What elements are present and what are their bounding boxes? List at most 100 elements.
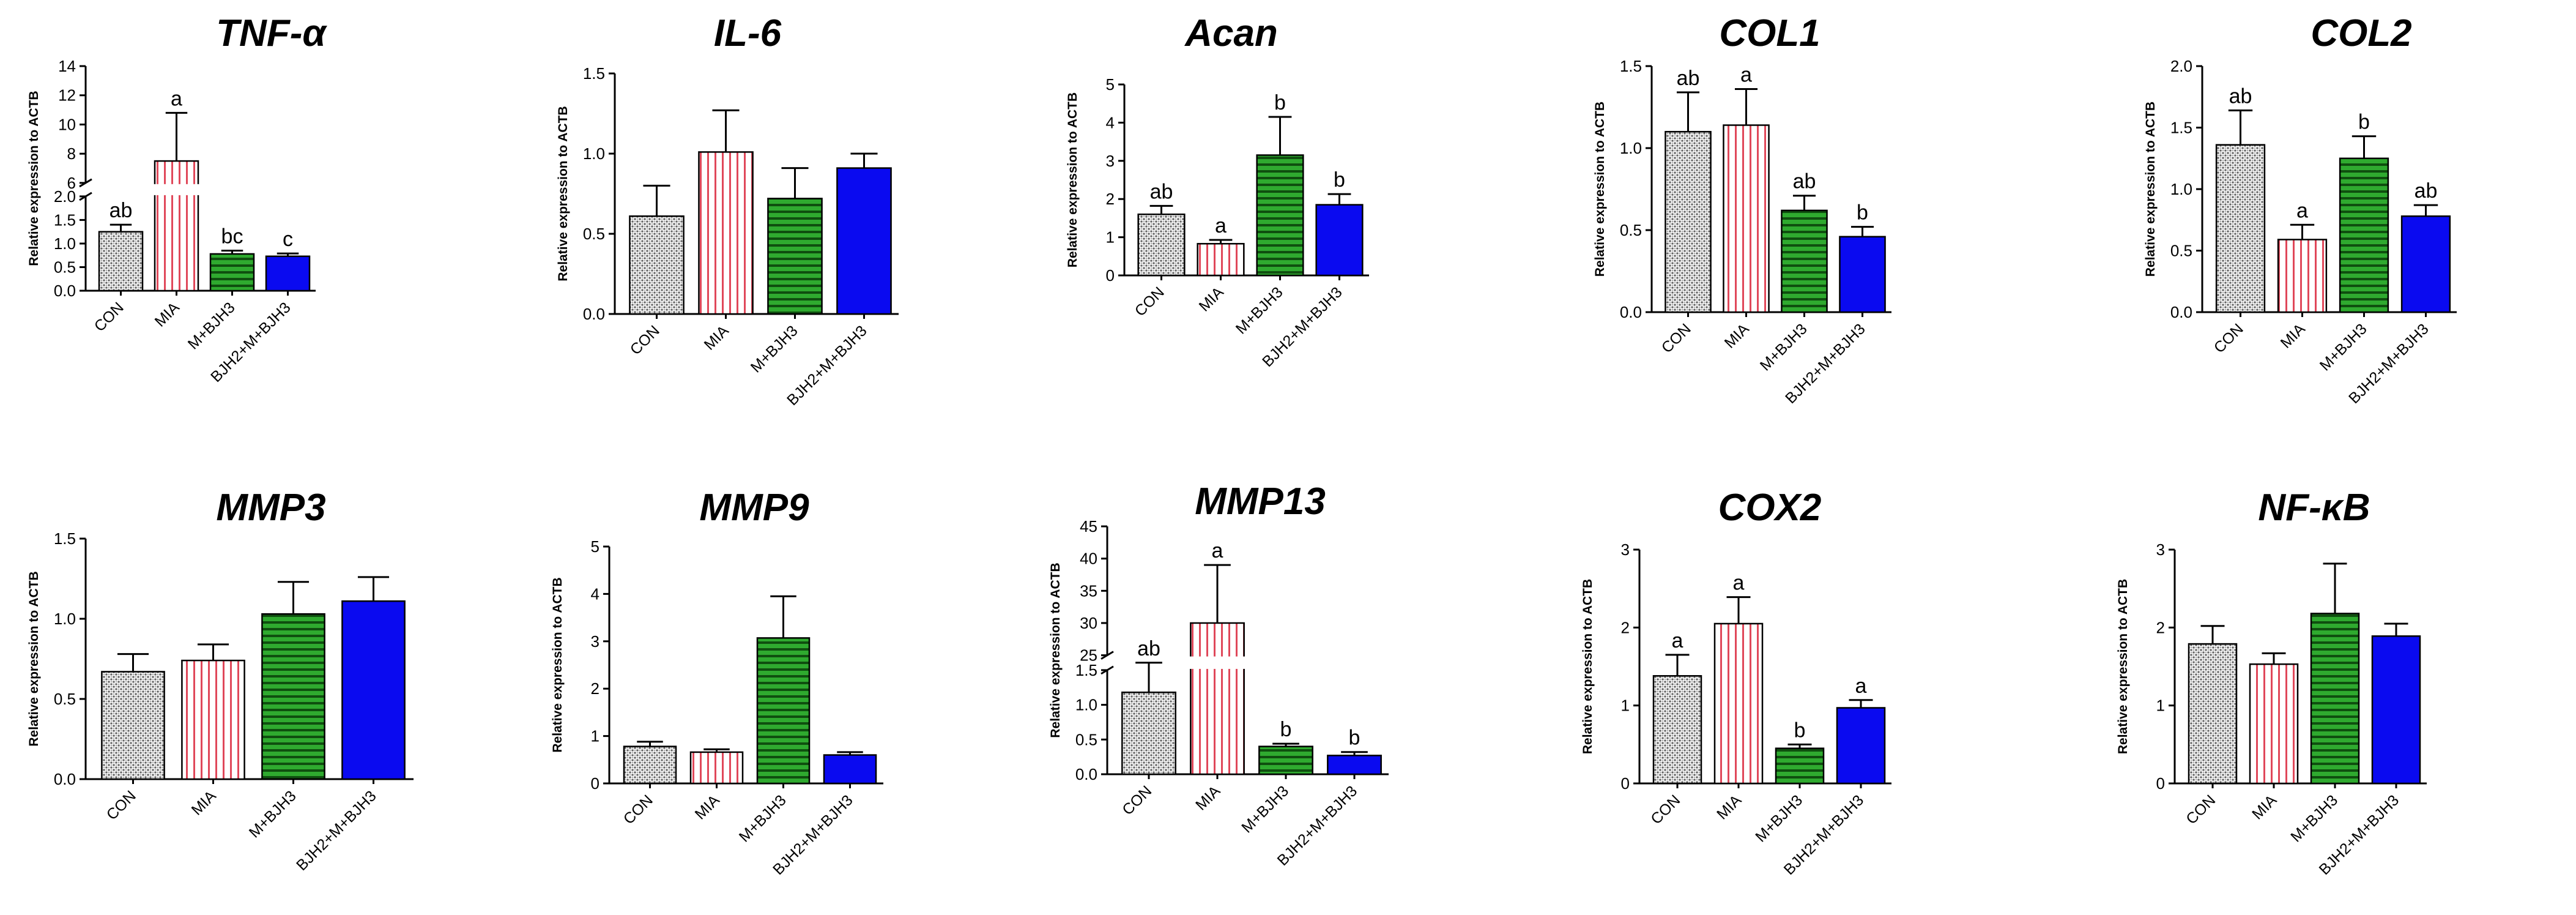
significance-label: a xyxy=(171,87,182,110)
y-tick-label: 1 xyxy=(1621,697,1630,715)
chart-panel-10: NF-κB Relative expression to ACTB 0 1 2 3 CON M… xyxy=(2116,487,2427,878)
y-tick-label: 14 xyxy=(58,57,76,75)
significance-label: a xyxy=(1212,539,1223,562)
y-tick-label: 5 xyxy=(1106,75,1115,94)
bar-m-bjh3 xyxy=(261,613,325,780)
x-category-label: MIA xyxy=(1192,782,1223,813)
chart-title: IL-6 xyxy=(714,12,782,54)
y-tick-label: 1 xyxy=(2156,697,2165,715)
chart-title: MMP13 xyxy=(1195,480,1326,523)
y-tick-label: 0.5 xyxy=(2170,242,2192,260)
y-axis-label: Relative expression to ACTB xyxy=(1593,102,1607,277)
bar-m-bjh3 xyxy=(1775,747,1825,785)
y-tick-label: 0.0 xyxy=(583,305,605,323)
bar-bjh2-m-bjh3 xyxy=(836,167,892,315)
significance-label: b xyxy=(1274,91,1286,114)
bar-mia xyxy=(698,151,754,315)
y-tick-label: 10 xyxy=(58,115,76,133)
significance-label: ab xyxy=(1137,637,1160,660)
y-tick-label: 0.5 xyxy=(54,258,76,276)
y-tick-label: 1.5 xyxy=(2170,119,2192,137)
y-tick-label: 1.0 xyxy=(54,610,76,628)
significance-label: bc xyxy=(221,225,243,248)
y-tick-label: 0 xyxy=(2156,774,2165,793)
significance-label: a xyxy=(1672,629,1683,652)
bar-con xyxy=(629,215,685,315)
significance-label: b xyxy=(1334,168,1345,192)
chart-title: NF-κB xyxy=(2258,487,2370,529)
bar-m-bjh3 xyxy=(1258,745,1313,775)
significance-label: b xyxy=(1280,718,1292,741)
significance-label: ab xyxy=(2415,179,2438,203)
bar-m-bjh3 xyxy=(756,637,811,785)
chart-panel-7: MMP9 Relative expression to ACTB 0 1 2 3 4 5 CON… xyxy=(551,487,883,878)
bar-bjh2-m-bjh3 xyxy=(1836,707,1886,785)
x-category-label: CON xyxy=(620,791,656,827)
significance-label: ab xyxy=(2229,84,2252,108)
bar-con xyxy=(1137,213,1186,277)
y-tick-label: 12 xyxy=(58,86,76,105)
bar-mia xyxy=(2277,239,2328,313)
x-category-label: M+BJH3 xyxy=(1757,320,1811,374)
chart-title: TNF-α xyxy=(216,12,327,54)
bar-mia xyxy=(1723,124,1770,313)
y-tick-label: 2.0 xyxy=(2170,57,2192,75)
bar-con xyxy=(2188,643,2238,785)
bar-con xyxy=(1665,130,1712,313)
x-category-label: CON xyxy=(1658,320,1694,356)
y-tick-label: 0.5 xyxy=(54,690,76,708)
bar-m-bjh3 xyxy=(767,198,823,315)
chart-panel-8: MMP13 Relative expression to ACTB 0.0 0.5 1.… xyxy=(1049,480,1389,869)
chart-title: COL1 xyxy=(1719,12,1820,54)
bar-con xyxy=(1121,691,1176,775)
y-tick-label: 0.5 xyxy=(1075,730,1097,749)
y-tick-label: 25 xyxy=(1080,646,1097,665)
x-category-label: MIA xyxy=(152,299,183,330)
x-category-label: BJH2+M+BJH3 xyxy=(293,787,380,874)
y-tick-label: 3 xyxy=(591,632,599,651)
y-axis-label: Relative expression to ACTB xyxy=(1066,92,1080,267)
y-tick-label: 2 xyxy=(2156,618,2165,637)
y-tick-label: 1.0 xyxy=(1075,696,1097,714)
x-category-label: CON xyxy=(1132,283,1168,319)
bar-mia xyxy=(1713,622,1764,785)
bar-mia xyxy=(2249,663,2299,785)
significance-label: ab xyxy=(109,199,133,222)
y-tick-label: 30 xyxy=(1080,614,1097,632)
y-tick-label: 0.0 xyxy=(54,770,76,788)
significance-label: b xyxy=(1349,726,1360,750)
y-tick-label: 4 xyxy=(1106,113,1115,132)
significance-label: ab xyxy=(1793,170,1816,193)
y-tick-label: 0.5 xyxy=(1620,221,1642,239)
significance-label: b xyxy=(1857,201,1868,225)
y-tick-label: 3 xyxy=(1106,152,1115,170)
x-category-label: M+BJH3 xyxy=(748,322,801,376)
y-tick-label: 1 xyxy=(591,727,599,745)
bar-con xyxy=(2215,144,2266,313)
x-category-label: M+BJH3 xyxy=(1238,782,1292,836)
x-category-label: MIA xyxy=(1721,320,1753,351)
x-category-label: CON xyxy=(627,322,663,358)
y-tick-label: 2 xyxy=(591,679,599,698)
bar-con xyxy=(101,671,165,780)
bar-m-bjh3 xyxy=(2339,157,2389,313)
y-tick-label: 0 xyxy=(1106,266,1115,285)
x-category-label: MIA xyxy=(188,787,220,818)
bar-mia xyxy=(1197,242,1245,277)
y-tick-label: 2 xyxy=(1621,618,1630,637)
x-category-label: MIA xyxy=(692,791,723,823)
bar-bjh2-m-bjh3 xyxy=(1839,236,1886,313)
bar-m-bjh3 xyxy=(1256,154,1304,277)
y-tick-label: 1.5 xyxy=(583,64,605,83)
x-category-label: CON xyxy=(1119,782,1155,818)
significance-label: a xyxy=(1733,572,1745,595)
y-tick-label: 1.0 xyxy=(1620,139,1642,157)
bar-mia xyxy=(689,751,744,785)
bar-m-bjh3 xyxy=(209,253,255,292)
chart-title: COX2 xyxy=(1718,487,1822,529)
bar-break xyxy=(154,184,199,195)
x-category-label: CON xyxy=(2211,320,2247,356)
bar-break xyxy=(1189,656,1245,669)
y-tick-label: 1.5 xyxy=(54,211,76,229)
